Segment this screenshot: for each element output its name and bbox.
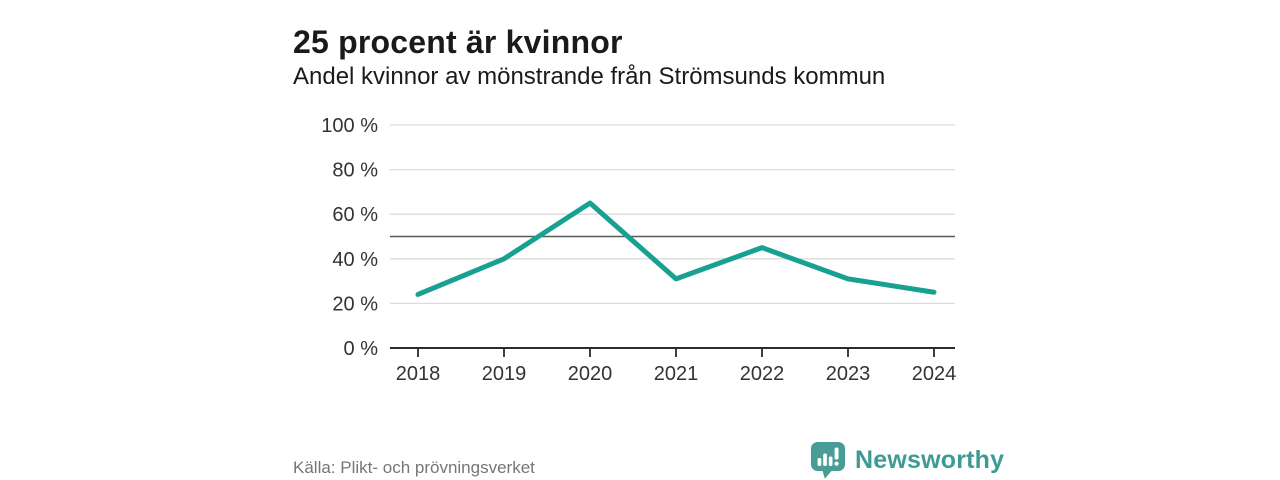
y-tick-label: 80 % [332, 160, 378, 182]
x-tick-label: 2020 [568, 363, 613, 385]
newsworthy-logo-text: Newsworthy [855, 445, 1005, 474]
chart-subtitle: Andel kvinnor av mönstrande från Strömsu… [293, 63, 886, 90]
x-tick-label: 2018 [396, 363, 441, 385]
line-chart: 0 % 20 % 40 % 60 % 80 % 100 % 2018 2019 2020 2021… [321, 115, 957, 385]
newsworthy-logo: Newsworthy [810, 441, 1004, 479]
y-tick-label: 40 % [332, 249, 378, 271]
source-text: Källa: Plikt- och prövningsverket [293, 458, 535, 477]
data-line [415, 200, 937, 297]
y-tick-label: 60 % [332, 204, 378, 226]
y-tick-label: 20 % [332, 293, 378, 315]
y-tick-label: 100 % [321, 115, 378, 137]
y-tick-label: 0 % [344, 338, 379, 360]
chart-title: 25 procent är kvinnor [293, 24, 623, 61]
x-tick-label: 2021 [654, 363, 699, 385]
x-tick-label: 2024 [912, 363, 957, 385]
x-tick-label: 2022 [740, 363, 785, 385]
x-tick-label: 2023 [826, 363, 871, 385]
x-tick-label: 2019 [482, 363, 527, 385]
bar-chart-speech-bubble-icon [811, 442, 845, 479]
